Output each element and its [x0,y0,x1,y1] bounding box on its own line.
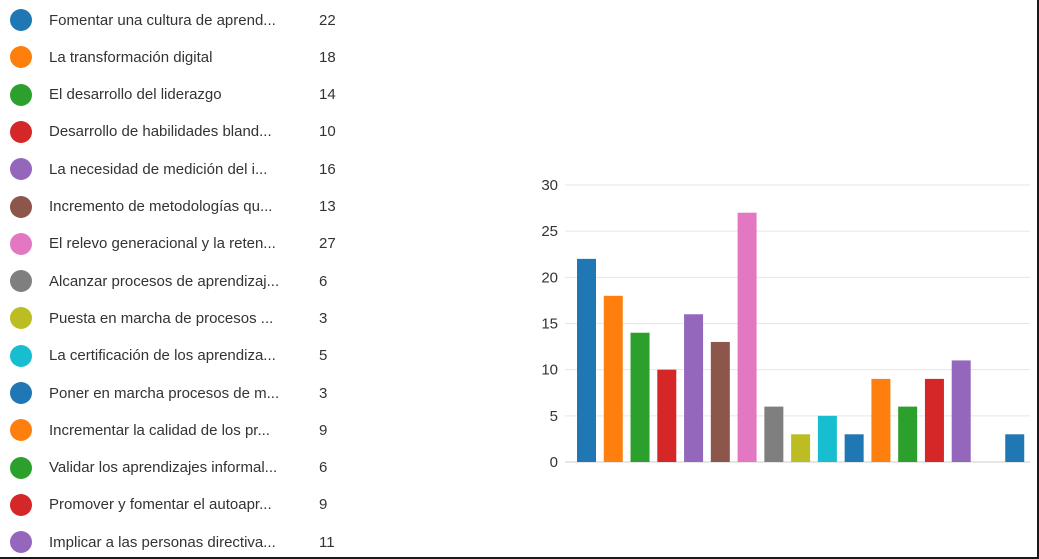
legend-count: 6 [319,459,328,477]
legend-swatch-icon [10,270,32,293]
legend-item[interactable]: Validar los aprendizajes informal... 6 [10,456,350,480]
bar[interactable] [951,360,971,462]
legend-item[interactable]: Poner en marcha procesos de m... 3 [10,381,350,405]
legend-label: El relevo generacional y la reten... [49,235,276,253]
legend-swatch-icon [10,232,32,255]
legend-swatch-icon [10,307,32,330]
y-tick-label: 0 [550,454,558,470]
legend-label: Incremento de metodologías qu... [49,198,273,215]
legend-item[interactable]: Promover y fomentar el autoapr... 9 [10,493,350,517]
bar[interactable] [871,378,891,462]
legend-count: 3 [319,384,328,402]
legend-count: 3 [319,309,328,327]
legend-swatch-icon [10,531,32,554]
bar[interactable] [1005,434,1025,462]
legend-count: 18 [319,48,336,66]
legend-item[interactable]: La transformación digital 18 [10,45,350,69]
bar[interactable] [577,258,596,462]
legend-label: La transformación digital [49,48,213,66]
y-tick-label: 25 [541,223,558,240]
legend-count: 10 [319,123,336,141]
legend-count: 22 [319,11,336,29]
legend-swatch-icon [10,419,32,442]
legend-swatch-icon [10,195,32,218]
bar[interactable] [737,212,757,462]
legend-swatch-icon [10,456,32,479]
legend-swatch-icon [10,344,32,367]
bar[interactable] [764,406,784,462]
legend-item[interactable]: La necesidad de medición del i... 16 [10,157,350,181]
legend-item[interactable]: Puesta en marcha de procesos ... 3 [10,306,350,330]
legend-label: La certificación de los aprendiza... [49,347,276,365]
legend-swatch-icon [10,46,32,69]
bar[interactable] [710,341,730,462]
legend-item[interactable]: Desarrollo de habilidades bland... 10 [10,120,350,144]
y-tick-label: 30 [541,177,558,194]
legend-label: Alcanzar procesos de aprendizaj... [49,272,280,290]
legend-item[interactable]: El desarrollo del liderazgo 14 [10,83,350,107]
legend-label: Fomentar una cultura de aprend... [49,11,276,29]
legend-item[interactable]: Fomentar una cultura de aprend... 22 [10,8,350,32]
legend-item[interactable]: Alcanzar procesos de aprendizaj... 6 [10,269,350,293]
bar[interactable] [684,314,704,462]
legend-swatch-icon [10,382,32,404]
legend-label: Validar los aprendizajes informal... [49,459,278,477]
legend-count: 16 [319,160,336,178]
bar[interactable] [924,378,944,462]
legend-count: 27 [319,235,336,253]
legend-count: 5 [319,347,328,365]
legend-count: 11 [319,533,335,551]
bar-chart: 0 5 10 15 20 25 30 [541,177,1030,470]
bar[interactable] [630,332,650,462]
legend-item[interactable]: Incremento de metodologías qu... 13 [10,195,350,219]
legend-count: 13 [319,198,336,215]
bar[interactable] [817,415,837,462]
legend-count: 14 [319,86,336,104]
legend-swatch-icon [10,158,32,181]
legend-label: Poner en marcha procesos de m... [49,384,280,402]
bar[interactable] [844,434,864,462]
legend-swatch-icon [10,83,32,106]
legend-item[interactable]: La certificación de los aprendiza... 5 [10,344,350,368]
legend-swatch-icon [10,120,32,143]
legend-item[interactable]: El relevo generacional y la reten... 27 [10,232,350,256]
legend-label: Implicar a las personas directiva... [49,533,276,551]
y-tick-label: 5 [550,408,558,425]
bar[interactable] [657,369,677,462]
legend-label: Desarrollo de habilidades bland... [49,123,272,141]
bar[interactable] [791,434,811,462]
bar[interactable] [603,295,623,462]
legend-swatch-icon [10,493,32,516]
legend-item[interactable]: Implicar a las personas directiva... 11 [10,530,350,554]
legend-count: 6 [319,272,328,290]
legend-label: Promover y fomentar el autoapr... [49,496,272,514]
legend-label: Puesta en marcha de procesos ... [49,309,274,327]
legend-count: 9 [319,421,328,439]
y-tick-label: 10 [541,362,558,379]
legend-count: 9 [319,496,328,514]
legend-label: La necesidad de medición del i... [49,160,268,178]
y-tick-label: 15 [541,316,558,333]
legend-item[interactable]: Incrementar la calidad de los pr... 9 [10,418,350,442]
legend-label: El desarrollo del liderazgo [49,86,222,104]
y-tick-label: 20 [541,269,558,286]
legend-swatch-icon [10,9,32,31]
legend-label: Incrementar la calidad de los pr... [49,421,270,439]
bar[interactable] [898,406,918,462]
